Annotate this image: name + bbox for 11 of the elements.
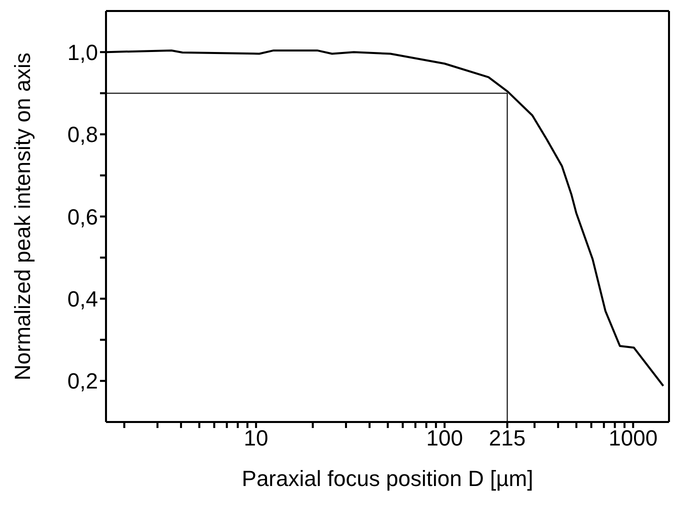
y-tick-label: 0,6 — [67, 204, 98, 230]
x-tick-label: 1000 — [608, 426, 658, 451]
y-axis-title: Normalized peak intensity on axis — [10, 52, 35, 380]
x-tick-label: 10 — [244, 426, 268, 451]
x-tick-label: 215 — [488, 426, 526, 451]
y-tick-label: 1,0 — [67, 40, 98, 65]
x-axis-title: Paraxial focus position D [µm] — [242, 466, 534, 491]
y-tick-label: 0,4 — [67, 286, 98, 312]
y-tick-label: 0,2 — [67, 368, 98, 394]
y-tick-label: 0,8 — [67, 122, 98, 148]
x-tick-label: 100 — [426, 426, 463, 451]
